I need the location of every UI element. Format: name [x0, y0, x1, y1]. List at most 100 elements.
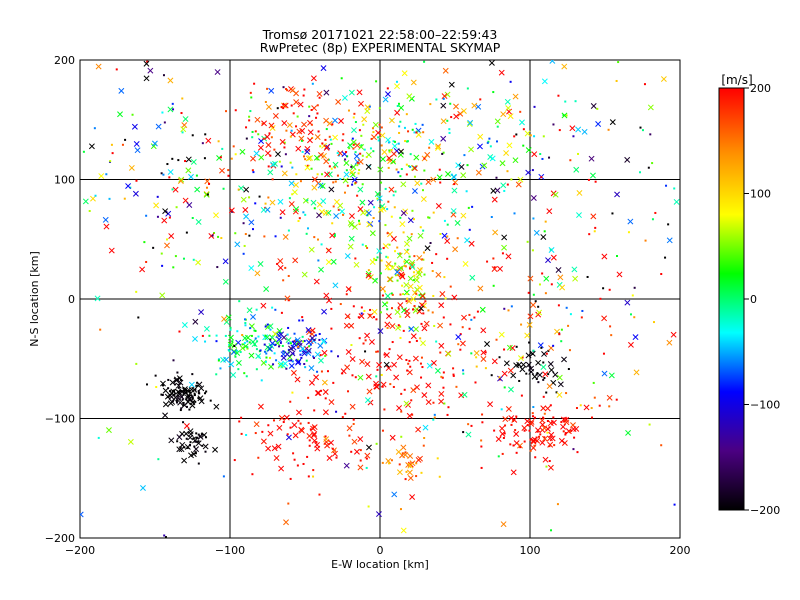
data-point-dot: [536, 430, 539, 433]
data-point-dot: [358, 169, 361, 172]
data-point-x: [488, 60, 495, 66]
data-point-x: [186, 395, 193, 402]
data-point-dot: [610, 334, 613, 337]
data-point-x: [601, 370, 608, 377]
data-point-dot: [145, 260, 148, 263]
data-point-x: [310, 75, 317, 82]
data-point-dot: [286, 89, 289, 92]
data-point-x: [428, 138, 435, 145]
data-point-dot: [177, 159, 180, 162]
data-point-dot: [174, 255, 177, 258]
data-point-dot: [178, 330, 181, 333]
data-point-dot: [303, 339, 306, 342]
data-point-x: [590, 213, 597, 220]
data-point-x: [326, 297, 332, 304]
data-point-dot: [446, 223, 449, 226]
data-point-dot: [308, 439, 311, 442]
data-point-x: [318, 357, 324, 364]
data-point-x: [548, 431, 555, 438]
data-point-x: [364, 452, 371, 459]
data-point-dot: [387, 159, 390, 162]
data-point-dot: [189, 441, 192, 444]
data-point-x: [616, 271, 623, 278]
data-point-dot: [328, 135, 331, 138]
data-point-dot: [192, 437, 195, 440]
data-point-x: [382, 96, 389, 103]
data-point-dot: [135, 179, 138, 182]
data-point-x: [357, 374, 364, 381]
data-point-x: [519, 366, 526, 373]
data-point-dot: [384, 187, 387, 190]
data-point-dot: [358, 129, 361, 132]
data-point-dot: [574, 100, 577, 103]
data-point-x: [348, 213, 355, 219]
data-point-dot: [396, 246, 399, 249]
data-point-x: [481, 162, 488, 169]
data-point-dot: [268, 356, 271, 359]
data-point-x: [549, 435, 556, 442]
data-point-dot: [294, 338, 297, 341]
data-point-dot: [518, 379, 521, 382]
data-point-dot: [225, 110, 228, 113]
data-point-x: [395, 448, 402, 455]
data-point-dot: [194, 400, 197, 403]
data-point-x: [198, 398, 205, 405]
data-point-dot: [352, 147, 355, 150]
data-point-x: [273, 455, 280, 461]
data-point-dot: [459, 348, 462, 351]
data-point-dot: [303, 88, 306, 91]
data-point-dot: [82, 150, 85, 153]
data-point-dot: [187, 394, 190, 397]
data-point-dot: [548, 156, 551, 159]
data-point-dot: [411, 209, 414, 212]
data-point-dot: [340, 77, 343, 80]
data-point-dot: [406, 369, 409, 372]
data-point-x: [279, 138, 286, 145]
data-point-dot: [220, 237, 223, 240]
data-point-dot: [525, 372, 528, 375]
data-point-dot: [397, 102, 400, 105]
data-point-dot: [579, 404, 582, 407]
data-point-dot: [160, 252, 163, 255]
data-point-x: [507, 367, 514, 374]
x-tick-label: −100: [215, 544, 245, 557]
data-point-dot: [152, 246, 155, 249]
data-point-x: [348, 322, 355, 329]
data-point-dot: [194, 452, 197, 455]
data-point-x: [530, 195, 537, 201]
data-point-x: [503, 150, 510, 157]
data-point-dot: [254, 337, 257, 340]
data-point-dot: [324, 435, 327, 438]
data-point-dot: [155, 386, 158, 389]
data-point-x: [550, 254, 557, 261]
data-point-dot: [240, 432, 243, 435]
data-point-dot: [492, 284, 495, 287]
data-point-x: [420, 340, 426, 347]
data-point-dot: [667, 223, 670, 226]
data-point-dot: [515, 133, 518, 136]
data-point-x: [444, 91, 451, 98]
data-point-x: [573, 166, 580, 173]
data-point-dot: [446, 413, 449, 416]
data-point-x: [376, 361, 383, 368]
data-point-dot: [462, 431, 465, 434]
data-point-dot: [283, 146, 286, 149]
data-point-x: [272, 112, 279, 119]
colorbar-tick-label: −200: [750, 504, 780, 517]
data-point-dot: [276, 262, 279, 265]
data-point-dot: [565, 417, 568, 420]
data-point-dot: [216, 266, 219, 269]
data-point-dot: [547, 349, 550, 352]
data-point-dot: [196, 384, 199, 387]
data-point-dot: [515, 345, 518, 348]
data-point-dot: [560, 421, 563, 424]
data-point-dot: [292, 340, 295, 343]
data-point-dot: [300, 356, 303, 359]
data-point-dot: [263, 235, 266, 238]
data-point-x: [285, 337, 292, 344]
data-point-x: [302, 197, 309, 204]
data-point-x: [353, 448, 360, 455]
data-point-x: [647, 104, 654, 111]
data-point-x: [558, 437, 565, 444]
y-tick-label: 100: [54, 174, 75, 187]
